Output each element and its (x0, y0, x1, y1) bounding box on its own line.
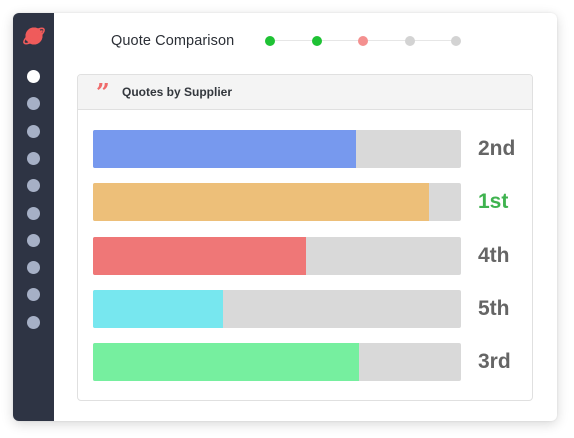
bar-fill (93, 183, 429, 222)
bar-fill (93, 130, 357, 168)
app-window: Quote Comparison ” Quotes by Supplier 2n… (13, 13, 557, 421)
step-dot-2-complete (311, 36, 322, 46)
step-dot-5-pending (451, 36, 461, 46)
sidebar-nav-item-9[interactable] (27, 288, 40, 302)
bar-track (93, 183, 461, 222)
bar-track (93, 289, 461, 328)
planet-icon[interactable] (22, 24, 46, 48)
bar-fill (93, 343, 360, 382)
bar-track (93, 130, 461, 168)
panel-header: ” Quotes by Supplier (78, 75, 532, 110)
page-title: Quote Comparison (111, 33, 235, 49)
sidebar (13, 13, 54, 421)
sidebar-nav-item-2[interactable] (27, 97, 40, 111)
sidebar-nav-item-1[interactable] (27, 70, 40, 83)
rank-label: 2nd (478, 137, 516, 160)
step-dot-4-pending (404, 36, 415, 46)
rank-label: 3rd (478, 350, 511, 374)
step-dot-1-complete (265, 36, 275, 46)
rank-label: 1st (478, 190, 509, 214)
panel-title: Quotes by Supplier (122, 85, 233, 99)
sidebar-nav-item-10[interactable] (27, 315, 40, 329)
progress-stepper (265, 35, 461, 47)
bar-track (93, 236, 461, 275)
sidebar-nav-item-8[interactable] (27, 261, 40, 275)
sidebar-nav-item-3[interactable] (27, 124, 40, 138)
sidebar-nav-item-5[interactable] (27, 179, 40, 193)
rank-label: 5th (478, 296, 510, 320)
step-dot-3-current (358, 36, 368, 46)
sidebar-nav-item-6[interactable] (27, 206, 40, 220)
sidebar-nav-item-4[interactable] (27, 151, 40, 165)
quotes-panel: ” Quotes by Supplier 2nd 1st 4th 5th 3rd (77, 74, 533, 401)
quote-icon: ” (96, 78, 110, 107)
rank-label: 4th (478, 243, 510, 267)
sidebar-nav-item-7[interactable] (27, 233, 40, 247)
bar-track (93, 343, 461, 382)
bar-fill (93, 236, 307, 275)
bar-fill (93, 289, 223, 328)
